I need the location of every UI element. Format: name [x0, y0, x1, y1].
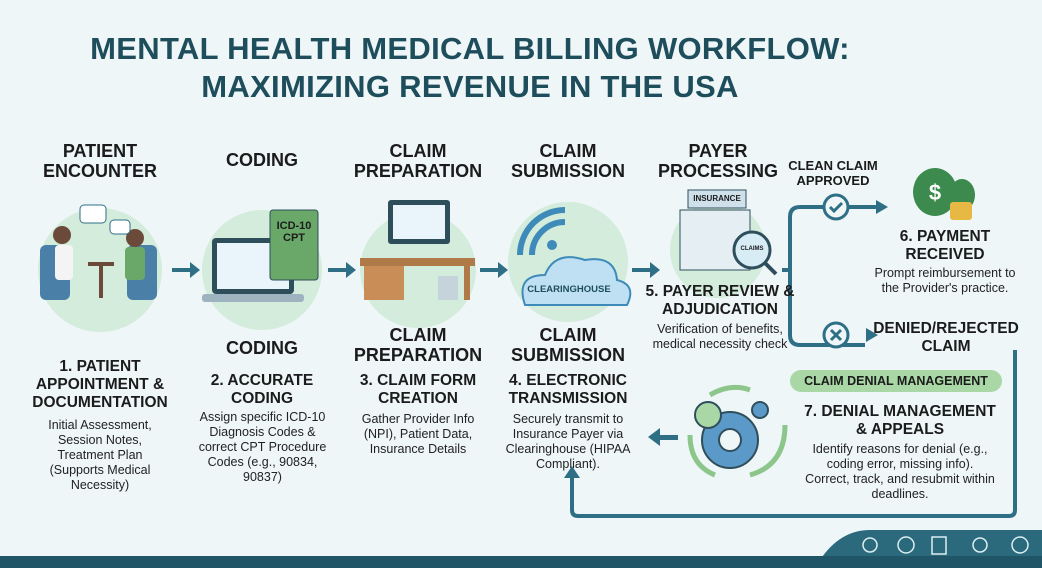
svg-text:$: $: [929, 180, 941, 205]
header-coding: CODING: [226, 150, 298, 170]
gears-icon: [687, 384, 788, 478]
workflow-illustrations: $: [38, 168, 975, 349]
step-3-desc: Gather Provider Info (NPI), Patient Data…: [361, 412, 475, 456]
flow-arrows: [172, 262, 660, 278]
footer-icons: [862, 536, 1029, 555]
building-label: INSURANCE: [693, 194, 741, 203]
header-claim-preparation: CLAIM PREPARATION: [353, 141, 483, 181]
footer-wave: [820, 530, 1042, 560]
clearinghouse-icon: [508, 202, 632, 322]
header-claim-submission: CLAIM SUBMISSION: [510, 141, 625, 181]
header-payer-processing: PAYER PROCESSING: [657, 141, 779, 181]
step-1-title: 1. PATIENT APPOINTMENT & DOCUMENTATION: [32, 358, 168, 411]
step-5-title: 5. PAYER REVIEW & ADJUDICATION: [645, 283, 795, 318]
page-title: MENTAL HEALTH MEDICAL BILLING WORKFLOW: M…: [0, 30, 940, 106]
branch-lines: [782, 205, 878, 347]
clean-claim-approved-label: CLEAN CLAIM APPROVED: [788, 158, 878, 188]
desk-computer-icon: [360, 200, 476, 328]
laptop-book-icon: [202, 209, 322, 330]
step-7-desc: Identify reasons for denial (e.g., codin…: [805, 442, 995, 501]
denied-claim-label: DENIED/REJECTED CLAIM: [873, 320, 1019, 355]
step-6-title: 6. PAYMENT RECEIVED: [899, 228, 991, 263]
step-4-desc: Securely transmit to Insurance Payer via…: [505, 412, 631, 471]
cloud-label: CLEARINGHOUSE: [527, 284, 611, 295]
header-coding-2: CODING: [226, 338, 298, 358]
step-7-title: 7. DENIAL MANAGEMENT & APPEALS: [804, 403, 996, 438]
check-icon: [822, 193, 850, 221]
header-patient-encounter: PATIENT ENCOUNTER: [42, 141, 157, 181]
title-line-1: MENTAL HEALTH MEDICAL BILLING WORKFLOW:: [90, 31, 850, 66]
step-5-desc: Verification of benefits, medical necess…: [652, 322, 788, 351]
claim-denial-management-badge: CLAIM DENIAL MANAGEMENT: [790, 370, 1002, 392]
step-3-title: 3. CLAIM FORM CREATION: [359, 372, 477, 407]
lens-label: CLAIMS: [740, 246, 764, 252]
header-claim-preparation-2: CLAIM PREPARATION: [353, 325, 483, 365]
title-line-2: MAXIMIZING REVENUE IN THE USA: [201, 69, 739, 104]
header-claim-submission-2: CLAIM SUBMISSION: [510, 325, 625, 365]
book-label: ICD-10 CPT: [276, 220, 312, 244]
step-2-desc: Assign specific ICD-10 Diagnosis Codes &…: [198, 410, 327, 484]
patient-encounter-icon: [38, 204, 162, 332]
footer-band: [0, 556, 1042, 568]
denial-loop: [564, 350, 1017, 518]
x-icon: [822, 321, 850, 349]
step-2-title: 2. ACCURATE CODING: [210, 372, 314, 407]
money-bags-icon: $: [913, 168, 975, 220]
step-4-title: 4. ELECTRONIC TRANSMISSION: [508, 372, 628, 407]
insurance-building-icon: [670, 189, 778, 298]
step-6-desc: Prompt reimbursement to the Provider's p…: [874, 266, 1016, 295]
step-1-desc: Initial Assessment, Session Notes, Treat…: [48, 418, 152, 492]
